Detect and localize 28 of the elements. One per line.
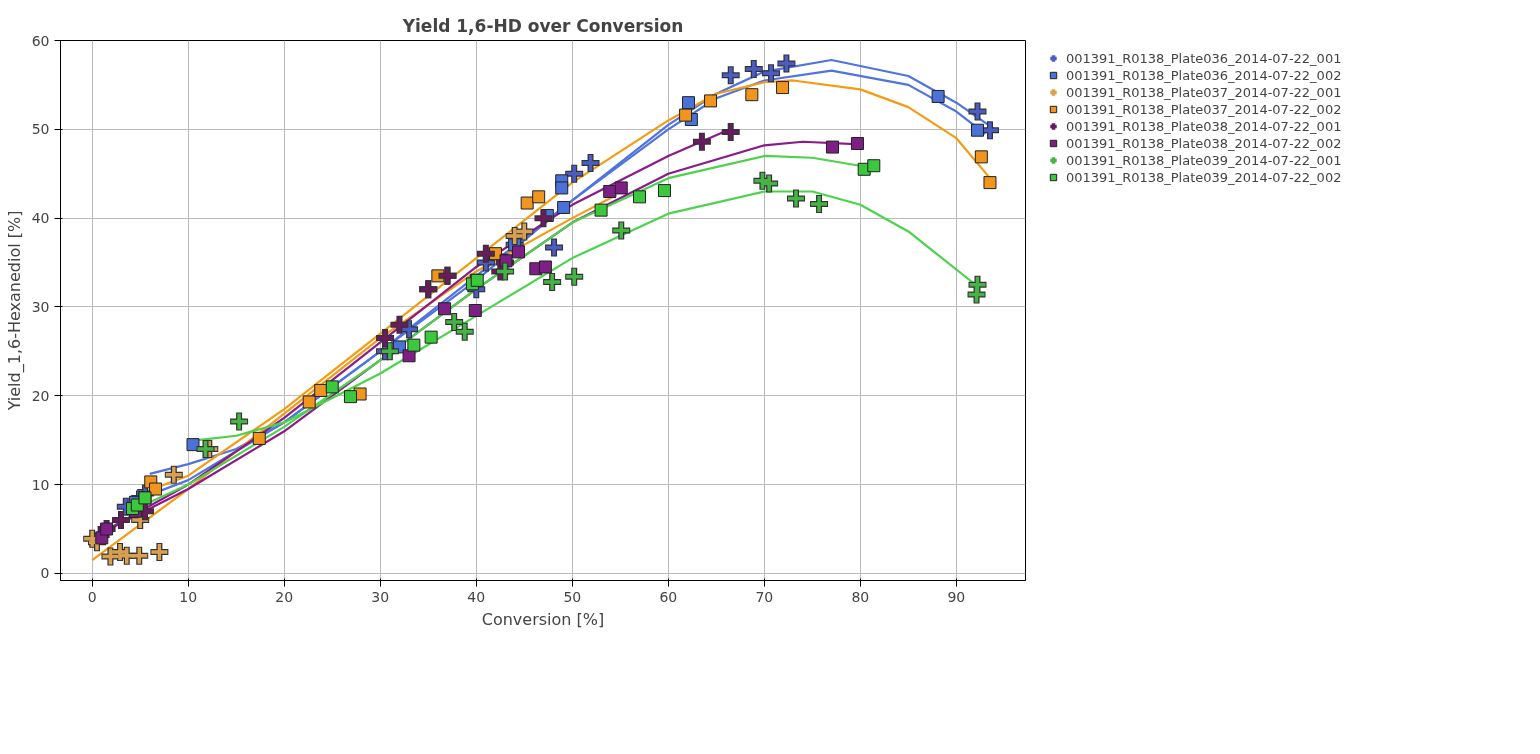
legend-label: 001391_R0138_Plate038_2014-07-22_002: [1066, 135, 1342, 151]
y-tick-label: 50: [31, 121, 50, 138]
y-tick-label: 10: [31, 476, 50, 493]
x-tick-label: 70: [755, 588, 774, 605]
x-tick-label: 30: [371, 588, 390, 605]
x-tick-label: 60: [659, 588, 678, 605]
legend-label: 001391_R0138_Plate037_2014-07-22_002: [1066, 101, 1342, 117]
x-tick-label: 10: [179, 588, 198, 605]
legend-label: 001391_R0138_Plate039_2014-07-22_001: [1066, 152, 1342, 168]
legend-label: 001391_R0138_Plate037_2014-07-22_001: [1066, 84, 1342, 100]
x-tick-label: 20: [275, 588, 294, 605]
y-tick-label: 30: [31, 298, 50, 315]
x-tick-label: 0: [87, 588, 97, 605]
y-tick-label: 20: [31, 387, 50, 404]
y-axis-title: Yield_1,6-Hexanediol [%]: [4, 210, 25, 412]
legend-label: 001391_R0138_Plate038_2014-07-22_001: [1066, 118, 1342, 134]
legend-label: 001391_R0138_Plate036_2014-07-22_001: [1066, 50, 1342, 66]
y-tick-label: 40: [31, 210, 50, 227]
y-tick-label: 60: [31, 32, 50, 49]
legend-label: 001391_R0138_Plate039_2014-07-22_002: [1066, 169, 1342, 185]
legend-label: 001391_R0138_Plate036_2014-07-22_002: [1066, 67, 1342, 83]
y-tick-label: 0: [40, 565, 50, 582]
x-tick-label: 80: [851, 588, 870, 605]
x-tick-label: 50: [563, 588, 582, 605]
x-axis-title: Conversion [%]: [481, 609, 605, 629]
chart-title: Yield 1,6-HD over Conversion: [401, 15, 684, 36]
x-tick-label: 40: [467, 588, 486, 605]
x-tick-label: 90: [947, 588, 966, 605]
